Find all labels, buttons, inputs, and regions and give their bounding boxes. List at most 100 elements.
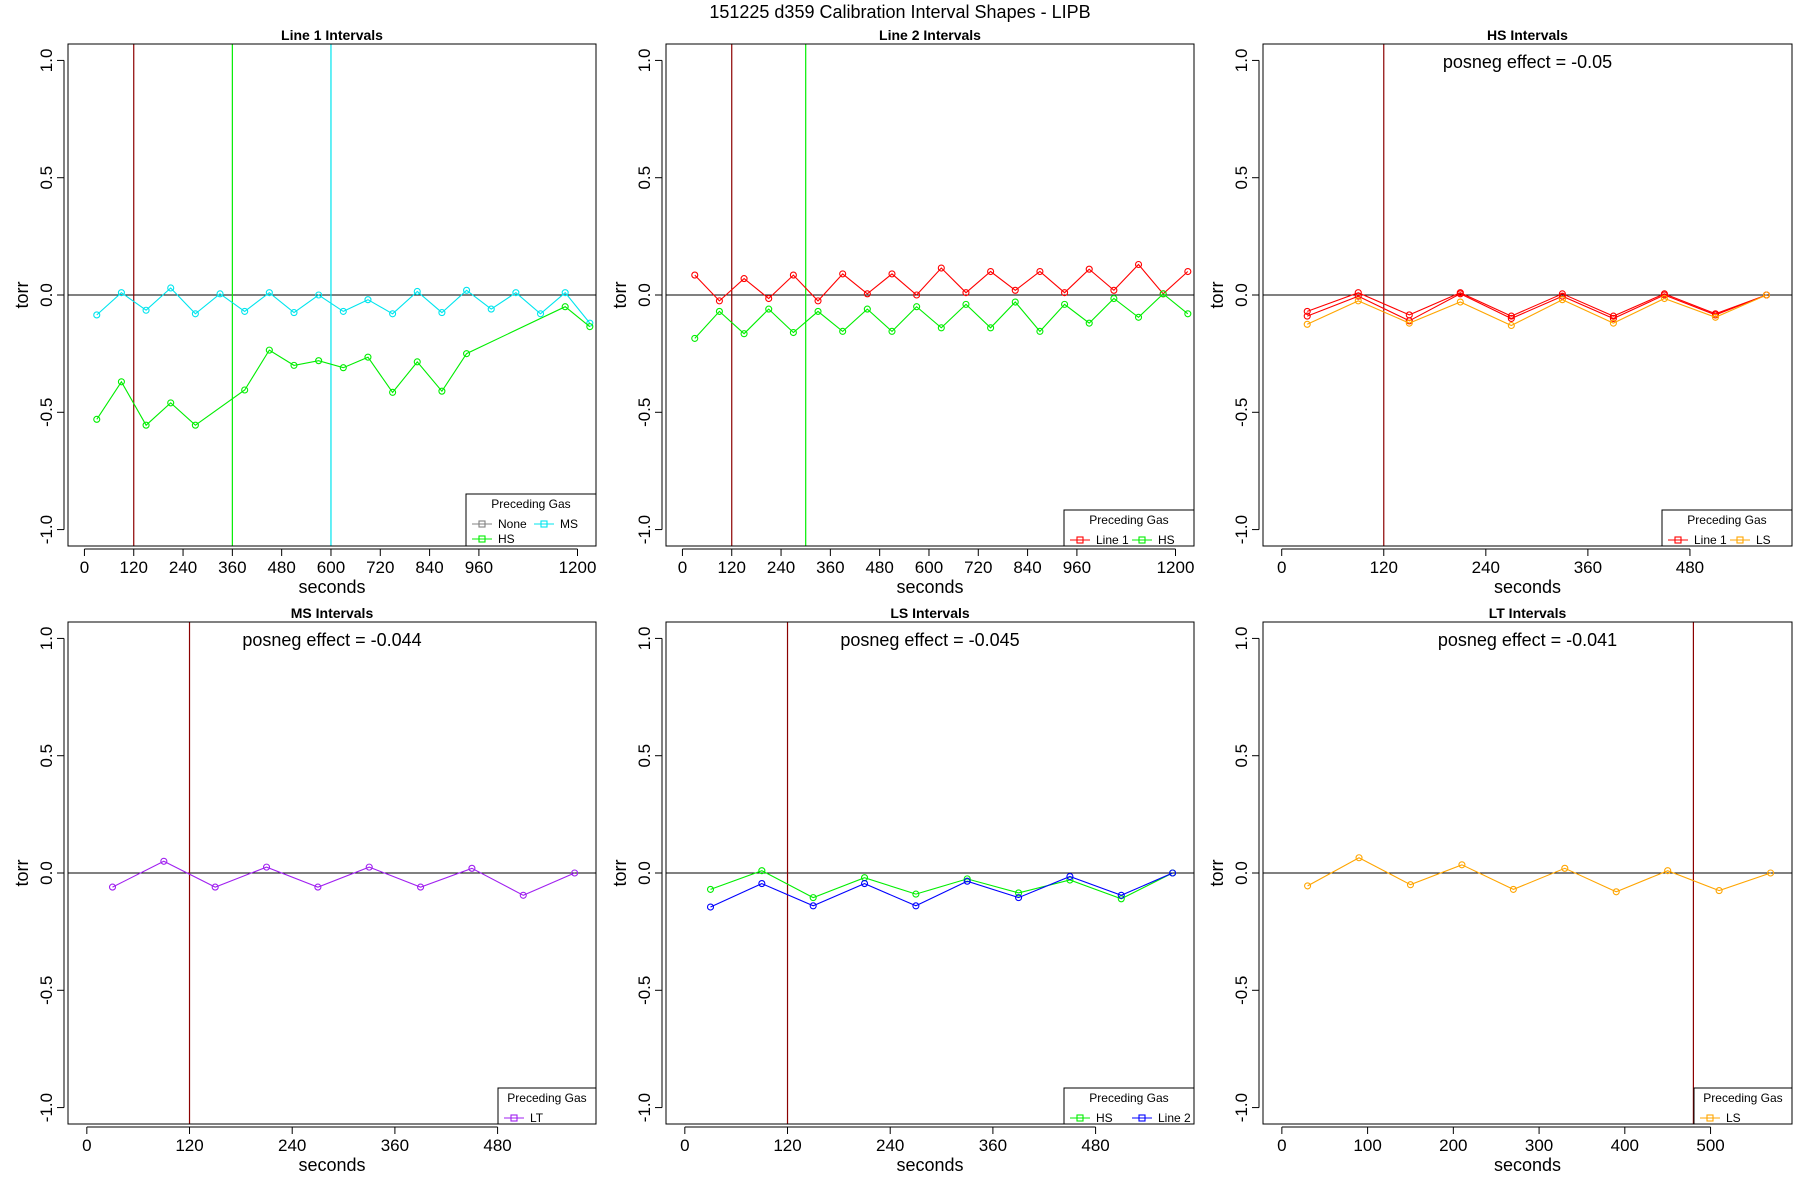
data-point — [1110, 286, 1118, 294]
data-point — [1767, 869, 1775, 877]
data-point — [1660, 294, 1668, 303]
legend-swatch-marker — [1674, 536, 1682, 544]
data-point — [715, 307, 723, 315]
data-point — [740, 275, 748, 283]
y-tick-label: 0.5 — [37, 166, 56, 190]
panel-title: LS Intervals — [890, 605, 970, 621]
legend-title: Preceding Gas — [1089, 513, 1168, 527]
x-tick-label: 0 — [1277, 558, 1286, 577]
x-axis-label: seconds — [1494, 1155, 1561, 1175]
y-tick-label: -1.0 — [635, 1093, 654, 1122]
x-tick-label: 120 — [1370, 558, 1398, 577]
data-point — [765, 294, 773, 303]
data-point — [339, 307, 347, 315]
data-point — [142, 421, 150, 429]
x-tick-label: 240 — [767, 558, 795, 577]
data-point — [1609, 319, 1617, 327]
x-tick-label: 480 — [483, 1136, 511, 1155]
data-point — [691, 334, 699, 342]
data-point — [691, 271, 699, 279]
y-tick-label: 0.0 — [1232, 861, 1251, 885]
data-point — [1036, 267, 1044, 276]
series-line-line-2 — [710, 872, 1173, 908]
x-tick-label: 1200 — [1157, 558, 1195, 577]
data-point — [913, 291, 921, 299]
data-point — [758, 880, 766, 888]
x-tick-label: 0 — [80, 558, 89, 577]
x-tick-label: 840 — [1013, 558, 1041, 577]
data-point — [1609, 312, 1617, 320]
data-point — [117, 378, 125, 386]
data-point — [706, 885, 715, 893]
x-tick-label: 500 — [1696, 1136, 1724, 1155]
panel-title: MS Intervals — [291, 605, 374, 621]
data-point — [860, 880, 869, 888]
data-point — [1085, 319, 1093, 327]
data-point — [1509, 885, 1517, 893]
data-point — [1061, 300, 1069, 308]
y-tick-label: -1.0 — [635, 515, 654, 544]
data-point — [1458, 861, 1466, 869]
data-point — [463, 286, 471, 294]
chart-panel-lt: LT Intervals posneg effect = -0.041 Preced… — [1207, 605, 1793, 1175]
data-point — [1184, 267, 1192, 276]
data-point — [1061, 289, 1069, 297]
data-point — [1134, 260, 1143, 269]
series-line-lt — [112, 860, 575, 896]
data-point — [93, 311, 101, 319]
data-point — [216, 290, 224, 298]
x-tick-label: 0 — [678, 558, 687, 577]
data-point — [789, 328, 797, 337]
legend-title: Preceding Gas — [1703, 1091, 1782, 1105]
data-point — [863, 305, 871, 313]
y-tick-label: 0.5 — [1232, 166, 1251, 190]
panel-title: HS Intervals — [1487, 27, 1568, 43]
x-axis-label: seconds — [298, 1155, 365, 1175]
data-point — [814, 307, 822, 315]
data-point — [1303, 307, 1311, 315]
x-tick-label: 120 — [175, 1136, 203, 1155]
legend: Preceding Gas None MS HS — [465, 493, 597, 547]
x-tick-label: 240 — [1472, 558, 1500, 577]
x-axis-label: seconds — [1494, 577, 1561, 597]
x-tick-label: 240 — [876, 1136, 904, 1155]
data-point — [987, 267, 995, 276]
data-point — [1110, 294, 1118, 303]
data-point — [211, 883, 219, 891]
y-axis-label: torr — [12, 859, 32, 886]
data-point — [438, 309, 446, 317]
data-point — [912, 890, 920, 898]
legend-swatch-marker — [1736, 536, 1744, 544]
x-tick-label: 400 — [1611, 1136, 1639, 1155]
x-tick-label: 960 — [1063, 558, 1091, 577]
x-tick-label: 1200 — [559, 558, 597, 577]
data-point — [1609, 314, 1617, 323]
data-point — [1303, 312, 1311, 320]
x-tick-label: 300 — [1525, 1136, 1553, 1155]
data-point — [290, 361, 298, 369]
legend: Preceding Gas HS Line 2 — [1063, 1087, 1195, 1125]
legend-title: Preceding Gas — [491, 497, 570, 511]
data-point — [839, 270, 847, 278]
data-point — [241, 307, 249, 315]
y-tick-label: -1.0 — [37, 515, 56, 544]
data-point — [987, 324, 995, 332]
data-point — [1066, 872, 1074, 881]
x-tick-label: 240 — [278, 1136, 306, 1155]
series-line-hs — [710, 870, 1173, 900]
data-point — [1085, 265, 1093, 273]
x-tick-label: 360 — [979, 1136, 1007, 1155]
legend-entry-label: HS — [498, 532, 515, 546]
data-point — [315, 357, 323, 365]
legend-entry-label: LS — [1726, 1111, 1741, 1125]
data-point — [265, 346, 273, 354]
data-point — [1405, 319, 1413, 327]
legend-entry-label: MS — [560, 517, 578, 531]
x-tick-label: 360 — [218, 558, 246, 577]
data-point — [1134, 313, 1143, 321]
chart-panel-hs: HS Intervals posneg effect = -0.05 Precedi… — [1207, 27, 1793, 597]
data-point — [888, 270, 896, 278]
data-point — [765, 305, 773, 313]
legend-entry-label: Line 1 — [1694, 533, 1727, 547]
legend-box — [465, 493, 597, 547]
